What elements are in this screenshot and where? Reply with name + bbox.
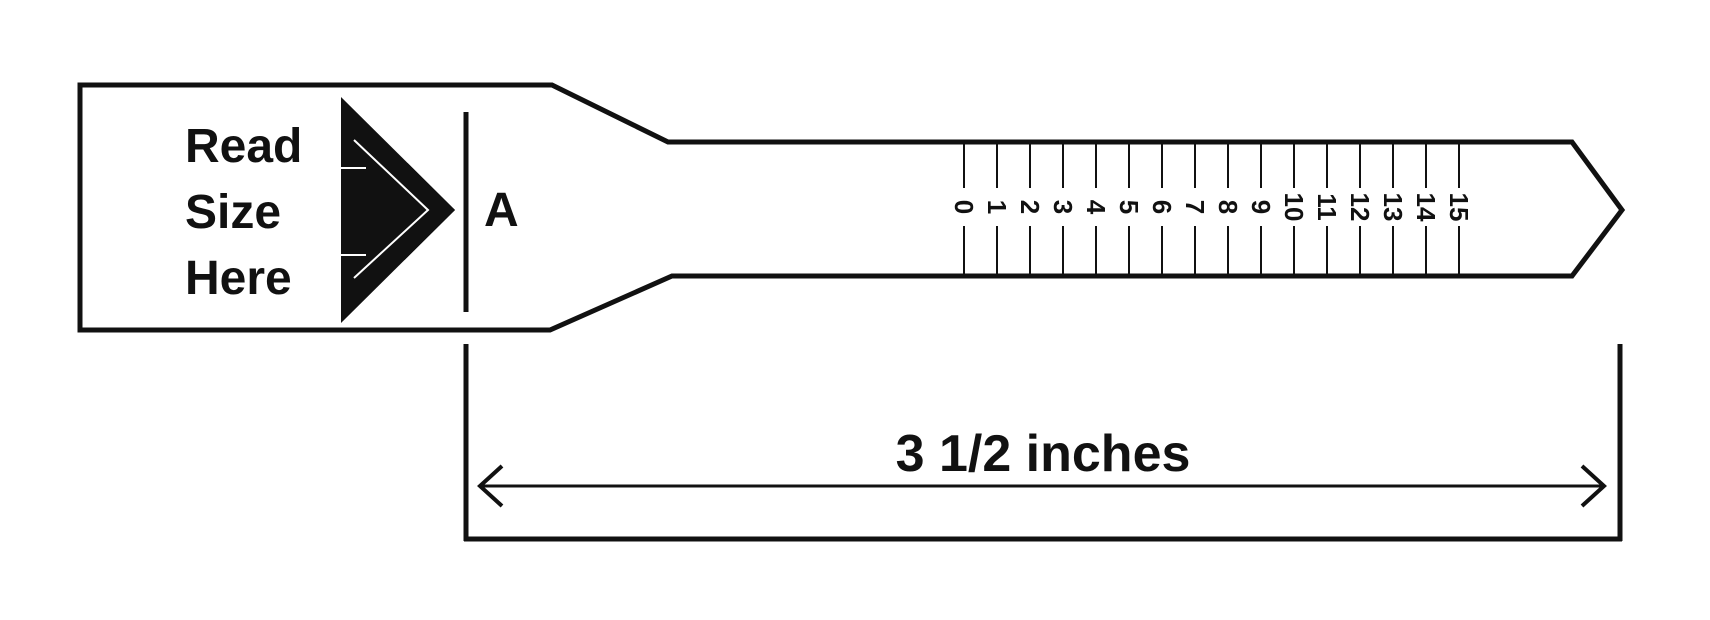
scale-number: 1 xyxy=(982,200,1012,214)
scale-number: 14 xyxy=(1411,193,1441,222)
scale-number: 11 xyxy=(1312,193,1342,221)
instruction-line-read: Read xyxy=(185,120,302,173)
sizer-strip-outline xyxy=(77,82,1626,333)
scale-number: 13 xyxy=(1378,193,1408,222)
scale-number: 5 xyxy=(1114,200,1144,214)
scale-number: 7 xyxy=(1180,200,1210,214)
scale-ticks xyxy=(963,144,1460,274)
scale-number: 4 xyxy=(1081,200,1111,215)
scale-number: 6 xyxy=(1147,200,1177,214)
double-arrow-icon xyxy=(477,464,1607,508)
scale-number: 10 xyxy=(1279,193,1309,222)
scale-number: 2 xyxy=(1015,200,1045,214)
dimension-label: 3 1/2 inches xyxy=(896,425,1191,483)
scale-number: 0 xyxy=(949,200,979,214)
marker-letter-a: A xyxy=(484,184,519,237)
pointer-arrow-icon xyxy=(326,97,455,323)
scale-number: 15 xyxy=(1444,193,1474,222)
scale-number: 12 xyxy=(1345,193,1375,222)
instruction-text: Read Size Here xyxy=(185,120,302,305)
instruction-line-size: Size xyxy=(185,186,281,239)
scale-numbers: 0 1 2 3 4 5 6 7 8 9 10 11 12 13 14 15 xyxy=(949,193,1474,222)
dimension-bracket xyxy=(463,344,1623,542)
scale-number: 3 xyxy=(1048,200,1078,214)
instruction-line-here: Here xyxy=(185,252,292,305)
scale-number: 9 xyxy=(1246,200,1276,214)
scale-number: 8 xyxy=(1213,200,1243,214)
